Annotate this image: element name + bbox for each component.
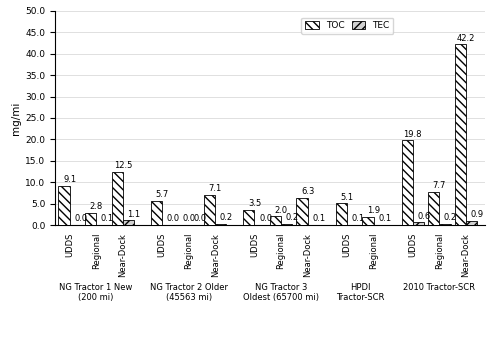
Text: 0.2: 0.2 [220,213,233,223]
Text: 2010 Tractor-SCR: 2010 Tractor-SCR [404,283,475,292]
Bar [412,223,424,225]
Text: 3.5: 3.5 [248,199,261,208]
Text: NG Tractor 2 Older
(45563 mi): NG Tractor 2 Older (45563 mi) [150,283,228,302]
Text: 19.8: 19.8 [404,130,422,139]
Bar [204,195,215,225]
Text: 2.8: 2.8 [90,202,103,211]
Bar [402,140,412,225]
Bar [58,186,70,225]
Text: 0.6: 0.6 [418,212,430,221]
Text: 0.0: 0.0 [259,214,272,223]
Bar [454,44,466,225]
Text: 9.1: 9.1 [63,175,76,184]
Bar [85,213,96,225]
Bar [270,216,281,225]
Bar [215,224,226,225]
Text: 6.3: 6.3 [301,187,314,196]
Bar [281,224,292,225]
Bar [243,210,254,225]
Bar [440,224,450,225]
Bar [466,221,477,225]
Text: 0.0: 0.0 [194,214,206,223]
Text: 1.9: 1.9 [367,206,380,215]
Text: 0.1: 0.1 [378,214,392,223]
Text: 0.1: 0.1 [352,214,364,223]
Text: 2.0: 2.0 [274,206,287,215]
Bar [336,203,347,225]
Legend: TOC, TEC: TOC, TEC [302,17,394,34]
Text: HPDI
Tractor-SCR: HPDI Tractor-SCR [336,283,384,302]
Text: 7.1: 7.1 [208,184,222,193]
Bar [112,171,123,225]
Text: 0.1: 0.1 [312,214,326,223]
Text: 0.0: 0.0 [182,214,195,223]
Text: NG Tractor 3
Oldest (65700 mi): NG Tractor 3 Oldest (65700 mi) [243,283,319,302]
Text: 12.5: 12.5 [114,161,132,170]
Y-axis label: mg/mi: mg/mi [11,101,21,135]
Bar [296,198,308,225]
Text: NG Tractor 1 New
(200 mi): NG Tractor 1 New (200 mi) [60,283,133,302]
Bar [428,192,440,225]
Text: 5.7: 5.7 [156,190,168,199]
Bar [123,220,134,225]
Bar [151,201,162,225]
Text: 5.1: 5.1 [340,192,353,201]
Text: 0.2: 0.2 [286,213,299,223]
Text: 42.2: 42.2 [457,34,475,42]
Text: 7.7: 7.7 [432,182,446,190]
Bar [362,217,374,225]
Text: 0.0: 0.0 [166,214,180,223]
Text: 0.1: 0.1 [101,214,114,223]
Text: 1.1: 1.1 [128,210,140,219]
Text: 0.0: 0.0 [74,214,88,223]
Text: 0.9: 0.9 [470,211,484,220]
Text: 0.2: 0.2 [444,213,457,223]
